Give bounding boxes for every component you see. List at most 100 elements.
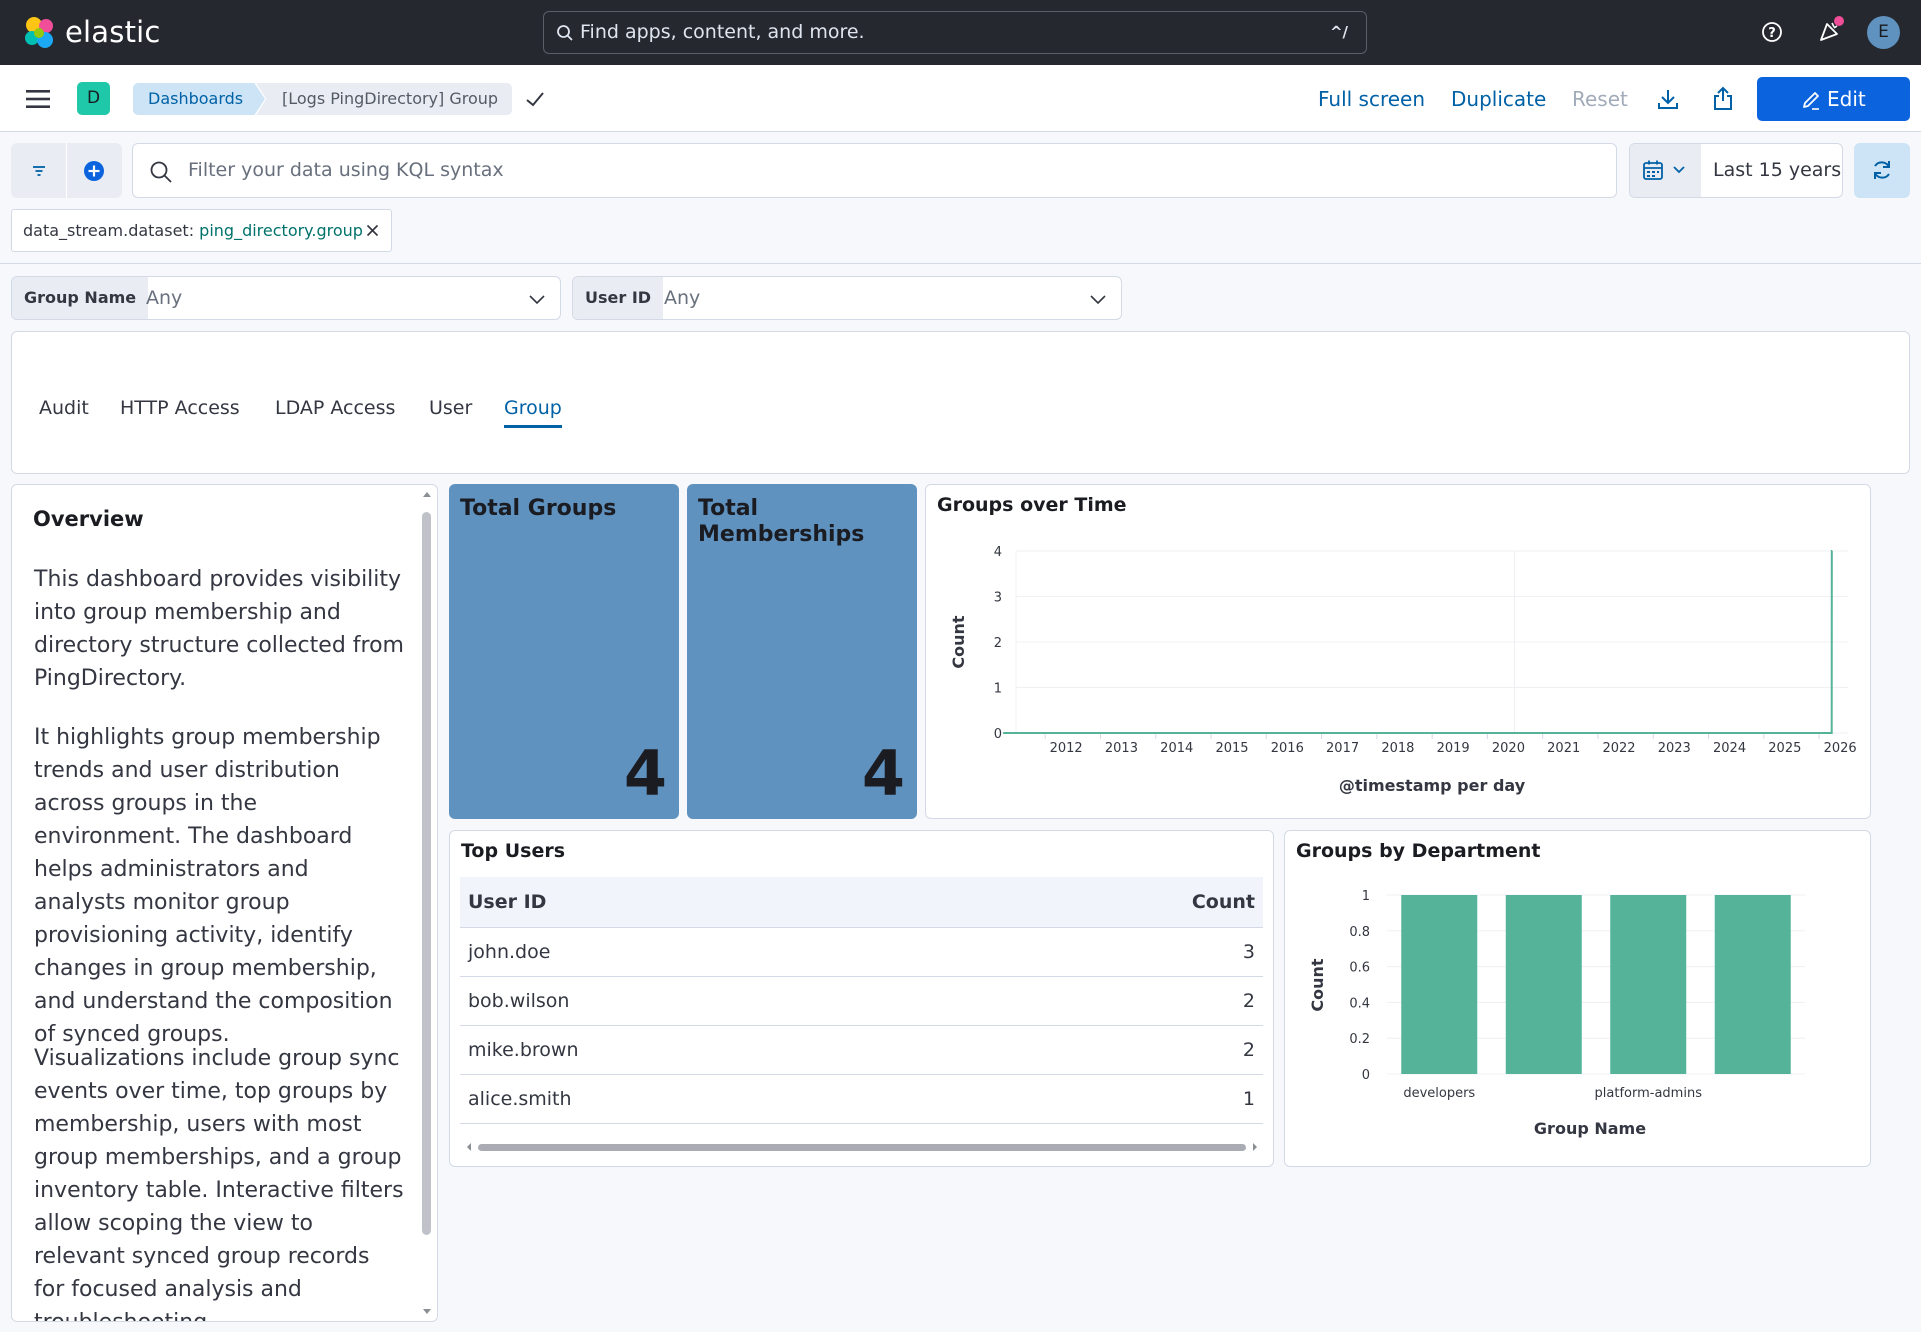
chart-title: Groups by Department — [1296, 840, 1541, 862]
tab-user[interactable]: User — [429, 397, 473, 419]
horizontal-scrollbar[interactable] — [464, 1141, 1260, 1153]
y-axis-label: Count — [949, 615, 968, 669]
download-icon[interactable] — [1656, 87, 1680, 111]
overview-paragraph: This dashboard provides visibility into … — [34, 567, 404, 691]
quick-select-button[interactable] — [1630, 144, 1701, 197]
table-header: User ID Count — [460, 877, 1263, 928]
chevron-down-icon — [529, 295, 545, 305]
user-avatar[interactable]: E — [1867, 16, 1900, 49]
series-line — [1003, 550, 1833, 734]
edit-button[interactable]: Edit — [1757, 77, 1910, 121]
scroll-left-arrow-icon[interactable] — [464, 1142, 474, 1152]
time-range-label[interactable]: Last 15 years — [1713, 159, 1842, 181]
cell-count: 1 — [1242, 1088, 1255, 1110]
space-avatar[interactable]: D — [77, 82, 110, 115]
check-icon — [526, 92, 544, 107]
x-tick-label: 2017 — [1326, 741, 1359, 756]
filter-field: data_stream.dataset: — [23, 221, 200, 240]
x-tick-label: 2018 — [1381, 741, 1414, 756]
bar — [1505, 895, 1582, 1074]
chart-title: Groups over Time — [937, 494, 1127, 516]
top-users-panel: Top Users User ID Count john.doe 3 bob.w… — [449, 830, 1274, 1167]
metric-value: 4 — [623, 737, 667, 810]
help-icon[interactable]: ? — [1758, 18, 1786, 46]
hamburger-menu-icon[interactable] — [24, 87, 52, 111]
toggle-divider — [66, 143, 67, 198]
control-label: User ID — [573, 277, 664, 319]
pencil-icon — [1803, 92, 1819, 110]
scroll-up-arrow-icon[interactable] — [421, 488, 433, 500]
filter-pill[interactable]: data_stream.dataset: ping_directory.grou… — [11, 209, 392, 252]
date-picker[interactable]: Last 15 years — [1629, 143, 1843, 198]
reset-button[interactable]: Reset — [1572, 87, 1628, 111]
y-tick-label: 1 — [1362, 889, 1370, 904]
column-header-user-id[interactable]: User ID — [468, 891, 547, 913]
breadcrumb-current: [Logs PingDirectory] Group — [256, 83, 512, 115]
refresh-button[interactable] — [1854, 143, 1910, 198]
cell-user-id: bob.wilson — [468, 990, 570, 1012]
elastic-logo-icon[interactable] — [20, 13, 60, 53]
bar-chart: 0 0.2 0.4 0.6 0.8 1 developers platform-admins G… — [1308, 889, 1805, 1138]
metric-title: Total Memberships — [698, 496, 865, 547]
cell-user-id: john.doe — [468, 941, 551, 963]
cell-count: 2 — [1242, 990, 1255, 1012]
scrollbar-thumb[interactable] — [478, 1144, 1246, 1151]
kql-query-input[interactable]: Filter your data using KQL syntax — [132, 143, 1617, 198]
control-user-id[interactable]: User ID Any — [572, 276, 1122, 320]
x-axis-label: Group Name — [1534, 1119, 1646, 1138]
filter-icon[interactable] — [29, 162, 49, 180]
column-header-count[interactable]: Count — [1191, 891, 1255, 913]
metric-total-groups: Total Groups 4 — [449, 484, 679, 819]
app-toolbar: D Dashboards [Logs PingDirectory] Group … — [0, 65, 1921, 132]
tab-ldap-access[interactable]: LDAP Access — [275, 397, 396, 419]
chevron-down-icon — [1090, 295, 1106, 305]
brand-name[interactable]: elastic — [65, 15, 161, 49]
x-tick-label: 2016 — [1271, 741, 1304, 756]
news-feed-icon[interactable] — [1814, 15, 1846, 47]
search-icon — [150, 161, 172, 183]
table-row: bob.wilson 2 — [460, 977, 1263, 1026]
close-icon[interactable] — [366, 224, 379, 237]
overview-paragraph: It highlights group membership trends an… — [34, 725, 393, 1047]
tab-http-access[interactable]: HTTP Access — [120, 397, 240, 419]
x-tick-label: 2013 — [1105, 741, 1138, 756]
users-table: User ID Count john.doe 3 bob.wilson 2 mi… — [460, 877, 1263, 1124]
overview-paragraph: Visualizations include group sync events… — [34, 1046, 404, 1321]
x-tick-label: developers — [1403, 1086, 1475, 1101]
x-tick-label: 2022 — [1602, 741, 1635, 756]
breadcrumb-dashboards[interactable]: Dashboards — [133, 83, 265, 115]
scrollbar[interactable] — [420, 485, 434, 1321]
y-tick-label: 1 — [994, 682, 1002, 697]
search-icon — [557, 25, 573, 41]
scroll-down-arrow-icon[interactable] — [421, 1306, 433, 1318]
y-tick-label: 0 — [994, 727, 1002, 742]
tab-group[interactable]: Group — [504, 394, 562, 428]
cell-count: 3 — [1242, 941, 1255, 963]
metric-title: Total Groups — [460, 496, 617, 521]
x-tick-label: 2012 — [1050, 741, 1083, 756]
line-chart: 0 1 2 3 4 2012 2013 2014 2015 2016 2017 2018 2019 202… — [949, 545, 1857, 795]
x-tick-label: 2025 — [1768, 741, 1801, 756]
scroll-right-arrow-icon[interactable] — [1250, 1142, 1260, 1152]
groups-over-time-panel: Groups over Time 0 1 2 3 4 2012 2013 2014 2015 20… — [925, 484, 1871, 819]
scrollbar-thumb[interactable] — [422, 512, 431, 1235]
full-screen-button[interactable]: Full screen — [1318, 87, 1426, 111]
y-tick-label: 4 — [994, 545, 1002, 560]
share-icon[interactable] — [1711, 85, 1735, 111]
bar — [1610, 895, 1687, 1074]
table-title: Top Users — [461, 840, 566, 862]
refresh-icon — [1874, 161, 1890, 179]
y-tick-label: 0.8 — [1349, 925, 1370, 940]
global-header: elastic Find apps, content, and more. ^/… — [0, 0, 1921, 65]
control-group-name[interactable]: Group Name Any — [11, 276, 561, 320]
global-search-input[interactable]: Find apps, content, and more. ^/ — [543, 11, 1367, 54]
add-filter-icon[interactable] — [82, 159, 106, 183]
table-row: mike.brown 2 — [460, 1026, 1263, 1075]
x-axis-label: @timestamp per day — [1339, 776, 1526, 795]
divider — [0, 263, 1921, 264]
duplicate-button[interactable]: Duplicate — [1451, 87, 1547, 111]
metric-value: 4 — [861, 737, 905, 810]
y-tick-label: 0.6 — [1349, 961, 1370, 976]
x-tick-label: 2020 — [1492, 741, 1525, 756]
tab-audit[interactable]: Audit — [39, 397, 89, 419]
